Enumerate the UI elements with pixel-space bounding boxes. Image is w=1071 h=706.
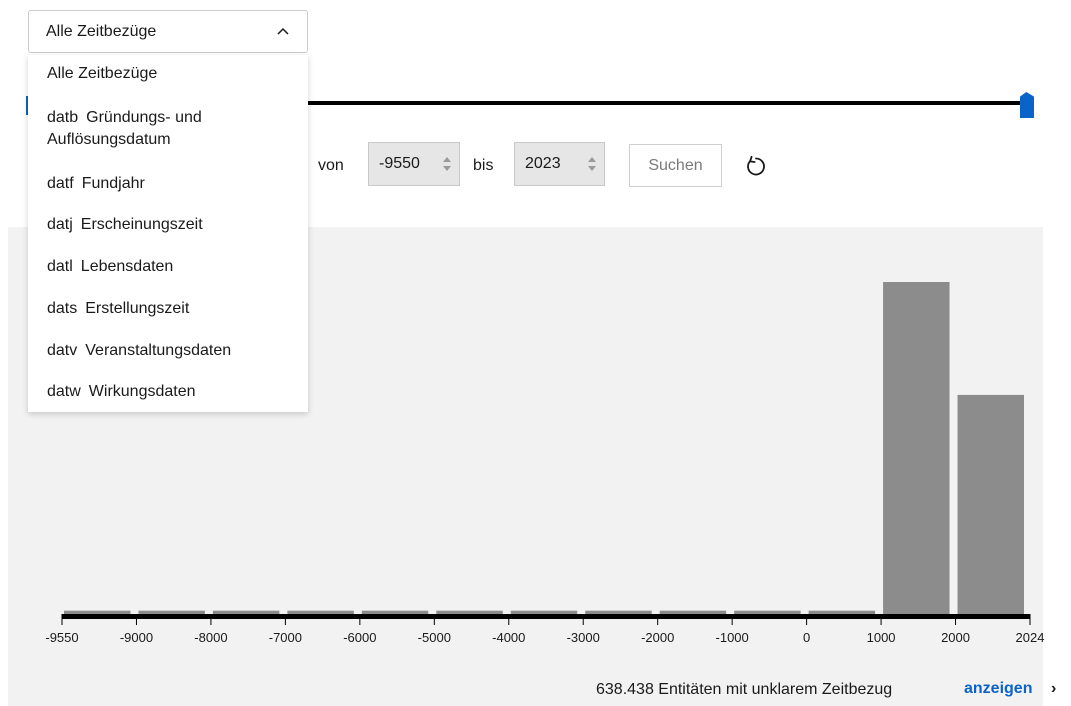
x-axis-tick-label: -7000 — [269, 630, 302, 645]
x-axis-tick-label: -2000 — [641, 630, 674, 645]
histogram-bar[interactable] — [585, 610, 652, 614]
menu-item-all[interactable]: Alle Zeitbezüge — [47, 65, 158, 82]
x-axis-tick-label: 2024 — [1016, 630, 1045, 645]
menu-item-datv[interactable]: datv Veranstaltungsdaten — [47, 342, 232, 359]
histogram-bar[interactable] — [510, 610, 578, 614]
to-label: bis — [473, 157, 494, 174]
histogram-bar[interactable] — [138, 610, 205, 614]
range-slider-handle-end[interactable] — [1020, 92, 1034, 118]
from-year-value: -9550 — [379, 155, 420, 172]
histogram-bar[interactable] — [436, 610, 503, 614]
histogram-bar[interactable] — [808, 610, 876, 614]
to-year-value: 2023 — [525, 155, 561, 172]
histogram-bar[interactable] — [212, 610, 280, 614]
x-axis-tick-label: -9000 — [120, 630, 153, 645]
histogram-bar[interactable] — [734, 610, 801, 614]
x-axis-tick-label: -6000 — [343, 630, 376, 645]
x-axis-tick-label: 1000 — [867, 630, 896, 645]
menu-item-dats[interactable]: dats Erstellungszeit — [47, 300, 190, 317]
x-axis-tick-label: -4000 — [492, 630, 525, 645]
histogram-bar[interactable] — [883, 282, 950, 614]
menu-item-datb[interactable]: datb Gründungs- und Auflösungsdatum — [47, 109, 202, 148]
to-year-stepper-icon[interactable] — [588, 155, 596, 173]
x-axis-tick-label: -3000 — [567, 630, 600, 645]
x-axis-tick-label: -8000 — [194, 630, 227, 645]
histogram-bar[interactable] — [361, 610, 429, 614]
chevron-up-icon — [277, 27, 289, 35]
to-year-input[interactable]: 2023 — [514, 142, 605, 186]
from-year-input[interactable]: -9550 — [368, 142, 460, 186]
x-axis-line — [62, 614, 1030, 619]
menu-item-datf[interactable]: datf Fundjahr — [47, 175, 145, 192]
menu-item-datj[interactable]: datj Erscheinungszeit — [47, 216, 203, 233]
x-axis-tick-label: -5000 — [418, 630, 451, 645]
time-reference-selected: Alle Zeitbezüge — [46, 23, 157, 40]
time-reference-menu: Alle Zeitbezüge datb Gründungs- und Auflö… — [28, 55, 308, 412]
menu-item-datw[interactable]: datw Wirkungsdaten — [47, 383, 196, 400]
unclear-entities-count: 638.438 Entitäten mit unklarem Zeitbezug — [596, 681, 893, 698]
range-slider-track[interactable] — [26, 101, 1034, 105]
show-unclear-link[interactable]: anzeigen — [964, 680, 1033, 697]
histogram-bar[interactable] — [957, 394, 1024, 614]
menu-item-datl[interactable]: datl Lebensdaten — [47, 258, 174, 275]
histogram-bar[interactable] — [659, 610, 727, 614]
search-button[interactable]: Suchen — [629, 144, 722, 187]
x-axis-tick-label: -1000 — [716, 630, 749, 645]
histogram-bar[interactable] — [64, 610, 131, 614]
histogram-bar[interactable] — [287, 610, 354, 614]
from-label: von — [318, 157, 344, 174]
reset-icon[interactable] — [744, 154, 768, 178]
x-axis-tick-label: -9550 — [45, 630, 78, 645]
x-axis-tick-label: 2000 — [941, 630, 970, 645]
chevron-right-icon[interactable]: › — [1051, 680, 1057, 697]
from-year-stepper-icon[interactable] — [443, 155, 451, 173]
x-axis-tick-label: 0 — [803, 630, 810, 645]
time-reference-select[interactable]: Alle Zeitbezüge — [28, 10, 308, 53]
